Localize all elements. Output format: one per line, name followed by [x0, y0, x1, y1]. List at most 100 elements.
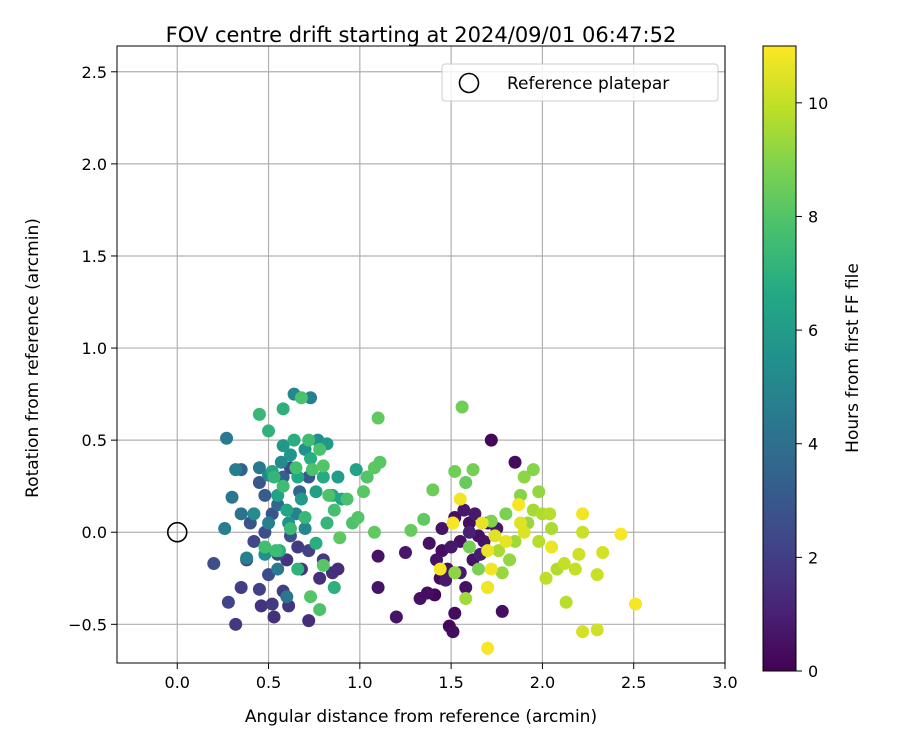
- scatter-point: [517, 470, 531, 484]
- scatter-point: [218, 522, 232, 536]
- scatter-point: [247, 507, 261, 521]
- legend: Reference platepar: [441, 63, 719, 102]
- y-tick-label: 1.5: [82, 247, 107, 266]
- x-tick-label: 0.0: [165, 673, 190, 692]
- scatter-point: [468, 507, 482, 521]
- scatter-point: [258, 540, 272, 554]
- scatter-point: [302, 614, 316, 628]
- colorbar-tick-label: 4: [808, 435, 818, 454]
- scatter-point: [267, 470, 281, 484]
- scatter-point: [576, 507, 590, 521]
- colorbar: [762, 45, 797, 672]
- scatter-point: [349, 463, 363, 477]
- scatter-point: [258, 488, 272, 502]
- scatter-point: [444, 540, 458, 554]
- scatter-point: [265, 597, 279, 611]
- scatter-point: [225, 490, 239, 504]
- scatter-point: [426, 483, 440, 497]
- scatter-point: [422, 536, 436, 550]
- scatter-point: [596, 545, 610, 559]
- scatter-point: [514, 516, 528, 530]
- scatter-point: [526, 463, 540, 477]
- scatter-point: [448, 606, 462, 620]
- y-tick-label: −0.5: [68, 615, 107, 634]
- scatter-point: [453, 492, 467, 506]
- scatter-point: [313, 603, 327, 617]
- colorbar-tick-label: 10: [808, 94, 828, 113]
- scatter-point: [267, 610, 281, 624]
- scatter-point: [287, 433, 301, 447]
- scatter-point: [276, 479, 290, 493]
- scatter-point: [313, 571, 327, 585]
- scatter-point: [481, 641, 495, 655]
- scatter-point: [351, 510, 365, 524]
- scatter-point: [304, 590, 318, 604]
- scatter-point: [298, 510, 312, 524]
- scatter-point: [221, 595, 235, 609]
- scatter-point: [457, 503, 471, 517]
- x-tick-label: 2.0: [530, 673, 555, 692]
- scatter-point: [448, 566, 462, 580]
- scatter-point: [389, 610, 403, 624]
- scatter-point: [481, 580, 495, 594]
- y-tick-label: 0.0: [82, 523, 107, 542]
- scatter-point: [254, 599, 268, 613]
- scatter-point: [545, 540, 559, 554]
- scatter-point: [320, 516, 334, 530]
- scatter-point: [291, 540, 305, 554]
- scatter-point: [234, 580, 248, 594]
- scatter-point: [614, 527, 628, 541]
- scatter-point: [280, 503, 294, 517]
- scatter-point: [532, 534, 546, 548]
- scatter-point: [304, 391, 318, 405]
- scatter-point: [475, 516, 489, 530]
- scatter-point: [576, 625, 590, 639]
- scatter-point: [572, 547, 586, 561]
- scatter-point: [229, 463, 243, 477]
- y-axis-ticks: −0.5 0.0 0.5 1.0 1.5 2.0 2.5: [68, 63, 117, 634]
- scatter-point: [371, 549, 385, 563]
- x-axis-label: Angular distance from reference (arcmin): [245, 707, 597, 727]
- scatter-point: [373, 455, 387, 469]
- scatter-point: [499, 534, 513, 548]
- scatter-point: [309, 536, 323, 550]
- colorbar-label: Hours from first FF file: [843, 263, 863, 453]
- scatter-point: [304, 452, 318, 466]
- scatter-point: [367, 525, 381, 539]
- y-tick-label: 1.0: [82, 339, 107, 358]
- x-tick-label: 3.0: [712, 673, 737, 692]
- scatter-point: [371, 411, 385, 425]
- scatter-point: [252, 407, 266, 421]
- scatter-point: [316, 558, 330, 572]
- scatter-point: [481, 544, 495, 558]
- scatter-point: [459, 476, 473, 490]
- chart-title: FOV centre drift starting at 2024/09/01 …: [166, 23, 677, 47]
- scatter-point: [532, 485, 546, 499]
- colorbar-tick-label: 8: [808, 207, 818, 226]
- colorbar-tick-label: 0: [808, 662, 818, 681]
- colorbar-tick-label: 2: [808, 548, 818, 567]
- scatter-point: [495, 604, 509, 618]
- scatter-point: [327, 503, 341, 517]
- legend-label: Reference platepar: [507, 74, 669, 94]
- scatter-point: [356, 485, 370, 499]
- scatter-point: [433, 562, 447, 576]
- scatter-point: [371, 580, 385, 594]
- scatter-point: [262, 424, 276, 438]
- x-tick-label: 1.5: [438, 673, 463, 692]
- scatter-point: [247, 534, 261, 548]
- scatter-point: [305, 463, 319, 477]
- scatter-point: [576, 525, 590, 539]
- colorbar-tick-label: 6: [808, 321, 818, 340]
- scatter-point: [545, 522, 559, 536]
- x-tick-label: 0.5: [256, 673, 281, 692]
- scatter-point: [508, 455, 522, 469]
- scatter-point: [229, 617, 243, 631]
- scatter-point: [557, 557, 571, 571]
- scatter-point: [446, 516, 460, 530]
- scatter-point: [316, 459, 330, 473]
- scatter-point: [466, 463, 480, 477]
- y-axis-label: Rotation from reference (arcmin): [23, 218, 43, 498]
- scatter-point: [331, 470, 345, 484]
